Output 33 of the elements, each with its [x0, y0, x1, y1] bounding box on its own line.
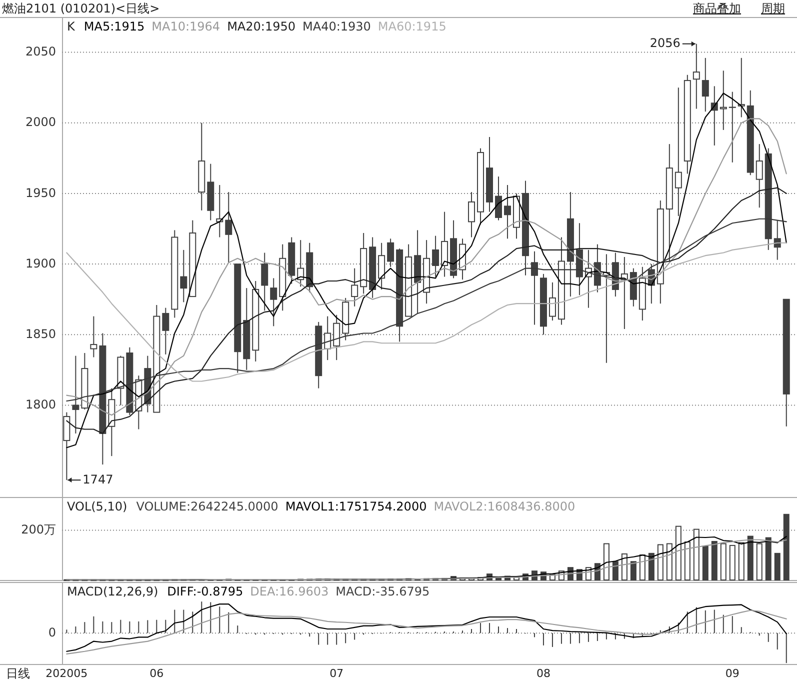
- text: MACD:-35.6795: [336, 584, 430, 598]
- chart-title: 燃油2101 (010201)<日线>: [2, 1, 160, 16]
- text: 周期: [761, 1, 785, 16]
- text: MA5:1915: [84, 19, 145, 34]
- legend-title: MACD(12,26,9): [67, 584, 158, 598]
- text: 商品叠加: [693, 1, 741, 16]
- x-tick-label: 06: [150, 667, 164, 680]
- annotation: 2056: [650, 36, 680, 50]
- text: MAVOL1:1751754.2000: [285, 499, 427, 514]
- y-tick-label: 1900: [25, 256, 56, 270]
- y-tick-label: 1950: [25, 186, 56, 200]
- text: MA10:1964: [152, 19, 220, 34]
- legend-title: K: [67, 19, 76, 34]
- x-tick-label: 08: [536, 667, 550, 680]
- ref-line-label: 0: [48, 625, 56, 640]
- y-tick-label: 1850: [25, 326, 56, 341]
- y-tick-label: 200万: [21, 522, 56, 537]
- y-tick-label: 1800: [25, 398, 56, 412]
- y-tick-label: 2050: [25, 44, 56, 59]
- text: MAVOL2:1608436.8000: [434, 499, 576, 514]
- series-label: DEA:16.9603: [250, 584, 329, 598]
- text: VOLUME:2642245.0000: [136, 499, 278, 514]
- x-tick-label: 07: [330, 667, 344, 680]
- legend-title: VOL(5,10): [67, 499, 128, 514]
- x-tick-label: 202005: [46, 667, 88, 680]
- text: MA60:1915: [378, 19, 446, 34]
- text: MA40:1930: [302, 19, 371, 34]
- y-tick-label: 2000: [25, 115, 56, 130]
- annotation: 1747: [82, 472, 114, 486]
- series-label: DIFF:-0.8795: [167, 584, 244, 598]
- text: MA20:1950: [227, 19, 296, 34]
- x-axis-title: 日线: [6, 666, 30, 680]
- x-tick-label: 09: [725, 667, 740, 680]
